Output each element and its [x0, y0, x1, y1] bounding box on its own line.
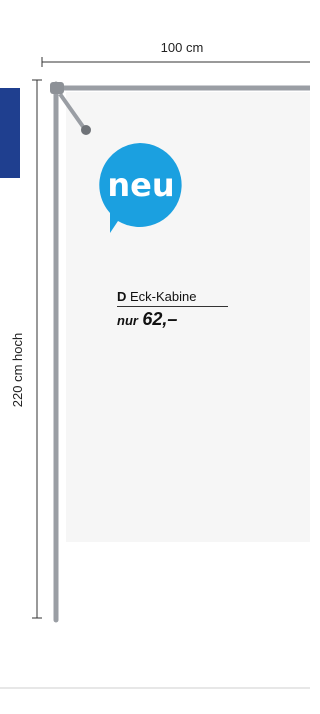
product-info: D Eck-Kabine nur 62,–: [117, 289, 228, 330]
price-line: nur 62,–: [117, 309, 228, 330]
price-prefix: nur: [117, 313, 138, 328]
product-letter: D: [117, 289, 126, 304]
badge-text: neu: [107, 166, 174, 204]
rod-corner: [50, 82, 64, 94]
rod-knob: [81, 125, 91, 135]
product-name: Eck-Kabine: [130, 289, 196, 304]
product-name-line: D Eck-Kabine: [117, 289, 228, 307]
page: 100 cm 220 cm hoch neu D Eck-Kabine nur …: [0, 0, 310, 714]
price: 62,–: [142, 309, 177, 329]
side-tab: [0, 88, 20, 178]
width-label: 100 cm: [161, 40, 204, 55]
illustration: 100 cm 220 cm hoch neu: [0, 0, 310, 714]
height-label: 220 cm hoch: [10, 333, 25, 407]
